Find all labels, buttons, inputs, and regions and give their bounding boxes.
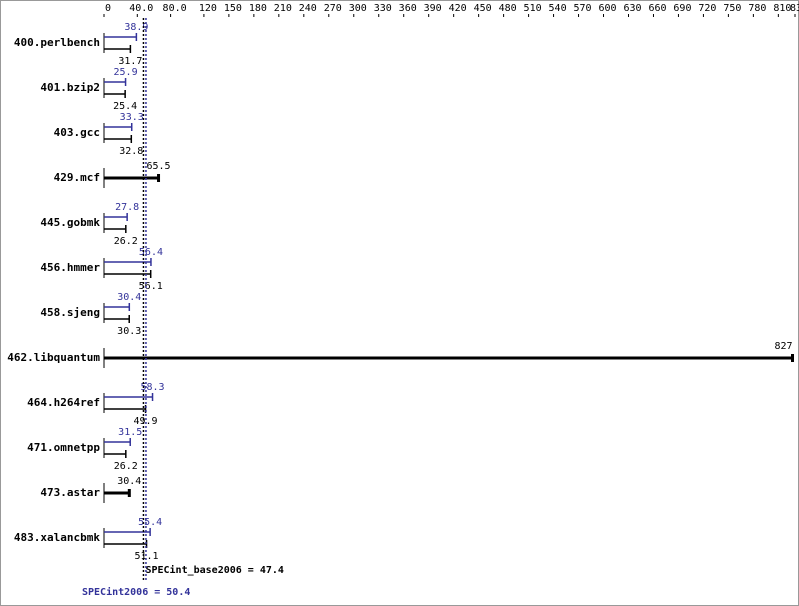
- value-label: 30.4: [117, 292, 141, 303]
- bar: [104, 213, 128, 221]
- x-tick-label: 750: [723, 3, 741, 14]
- value-label: 27.8: [115, 202, 139, 213]
- value-label: 38.9: [124, 22, 148, 33]
- value-label: 55.4: [138, 517, 162, 528]
- x-tick-label: 420: [449, 3, 467, 14]
- x-tick-label: 180: [249, 3, 267, 14]
- x-tick-label: 330: [374, 3, 392, 14]
- reference-label: SPECint_base2006 = 47.4: [145, 564, 283, 576]
- value-label: 33.3: [120, 112, 144, 123]
- x-tick-label: 80.0: [163, 3, 187, 14]
- x-tick-label: 660: [648, 3, 666, 14]
- category-label: 458.sjeng: [40, 306, 100, 319]
- bar: [104, 489, 131, 497]
- value-label: 51.1: [134, 551, 158, 562]
- x-tick-label: 210: [274, 3, 292, 14]
- bar: [104, 33, 138, 41]
- bar: [104, 303, 131, 311]
- bar: [104, 45, 132, 53]
- x-tick-label: 150: [224, 3, 242, 14]
- bar: [104, 393, 154, 401]
- x-tick-label: 480: [499, 3, 517, 14]
- bar: [104, 135, 133, 143]
- value-label: 65.5: [146, 161, 170, 172]
- x-tick-label: 270: [324, 3, 342, 14]
- value-label: 30.3: [117, 326, 141, 337]
- x-tick-label: 390: [424, 3, 442, 14]
- x-tick-label: 780: [748, 3, 766, 14]
- x-tick-label: 570: [574, 3, 592, 14]
- value-label: 56.4: [139, 247, 163, 258]
- x-tick-label: 450: [474, 3, 492, 14]
- value-label: 26.2: [114, 236, 138, 247]
- bar: [104, 78, 127, 86]
- x-tick-label: 600: [598, 3, 616, 14]
- bar: [104, 315, 130, 323]
- x-tick-label: 720: [698, 3, 716, 14]
- category-label: 456.hmmer: [40, 261, 100, 274]
- bar: [104, 90, 126, 98]
- value-label: 31.7: [118, 56, 142, 67]
- category-label: 471.omnetpp: [27, 441, 100, 454]
- bar: [104, 438, 131, 446]
- x-tick-label: 0: [105, 3, 111, 14]
- value-label: 49.9: [133, 416, 157, 427]
- category-label: 403.gcc: [54, 126, 100, 139]
- x-tick-label: 240: [299, 3, 317, 14]
- x-tick-label: 540: [549, 3, 567, 14]
- value-label: 25.4: [113, 101, 137, 112]
- category-label: 445.gobmk: [40, 216, 100, 229]
- x-tick-label: 510: [524, 3, 542, 14]
- value-label: 58.3: [140, 382, 164, 393]
- bar: [104, 174, 161, 182]
- x-tick-label: 360: [399, 3, 417, 14]
- x-tick-label: 830: [790, 3, 799, 14]
- x-tick-label: 300: [349, 3, 367, 14]
- value-label: 56.1: [139, 281, 163, 292]
- category-label: 401.bzip2: [40, 81, 100, 94]
- value-label: 31.5: [118, 427, 142, 438]
- value-label: 827: [774, 341, 792, 352]
- x-tick-label: 40.0: [129, 3, 153, 14]
- value-label: 25.9: [114, 67, 138, 78]
- value-label: 26.2: [114, 461, 138, 472]
- value-label: 32.8: [119, 146, 143, 157]
- x-tick-label: 690: [673, 3, 691, 14]
- category-label: 400.perlbench: [14, 36, 100, 49]
- x-tick-label: 120: [199, 3, 217, 14]
- category-label: 429.mcf: [54, 171, 100, 184]
- bar: [104, 450, 127, 458]
- x-tick-label: 810: [773, 3, 791, 14]
- bar: [104, 528, 151, 536]
- reference-label: SPECint2006 = 50.4: [82, 586, 190, 598]
- bar: [104, 354, 795, 362]
- category-label: 473.astar: [40, 486, 100, 499]
- bar: [104, 123, 133, 131]
- bar: [104, 225, 127, 233]
- category-label: 464.h264ref: [27, 396, 100, 409]
- x-tick-label: 630: [623, 3, 641, 14]
- value-label: 30.4: [117, 476, 141, 487]
- category-label: 483.xalancbmk: [14, 531, 100, 544]
- category-label: 462.libquantum: [7, 351, 100, 364]
